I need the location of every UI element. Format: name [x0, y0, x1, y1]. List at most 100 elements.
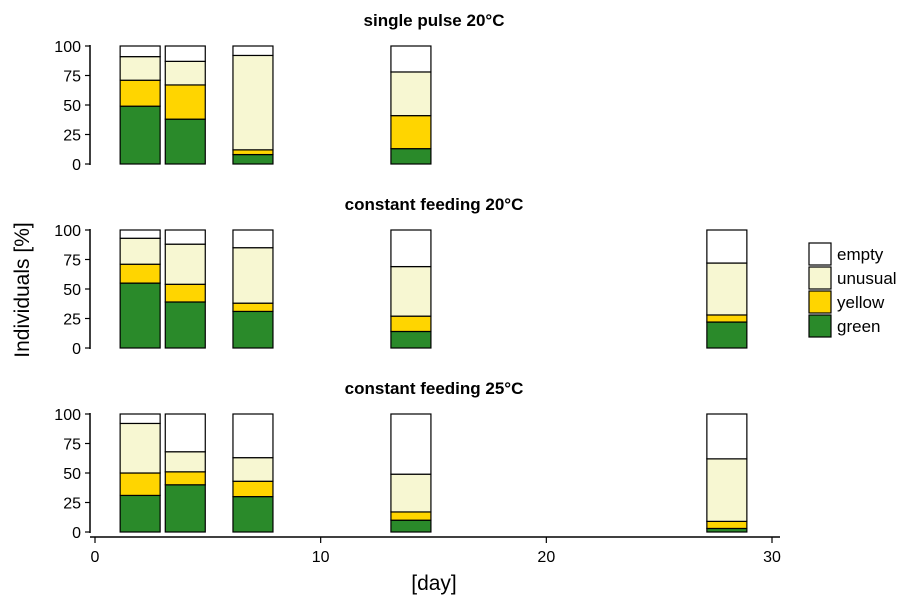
- bar-segment-unusual: [390, 71, 432, 117]
- legend-label: empty: [837, 245, 884, 264]
- bar-segment-green: [164, 118, 206, 165]
- bar-segment-unusual: [164, 243, 206, 285]
- bar-segment-unusual: [119, 422, 161, 474]
- bar-segment-unusual: [390, 473, 432, 513]
- bar-segment-unusual: [232, 54, 274, 151]
- panel: constant feeding 25°C 0 25 50 75 100: [54, 379, 748, 542]
- bar-segment-empty: [232, 45, 274, 57]
- legend-swatch: [808, 242, 832, 266]
- y-tick-label: 50: [63, 282, 81, 299]
- legend: empty unusual yellow green: [808, 242, 897, 338]
- bar-stack: [706, 413, 748, 533]
- x-tick-label: 10: [312, 549, 330, 566]
- x-tick-label: 0: [91, 549, 100, 566]
- legend-item-empty: empty: [808, 242, 884, 266]
- bar-segment-empty: [232, 229, 274, 249]
- bar-segment-green: [390, 519, 432, 533]
- y-tick-label: 100: [54, 39, 81, 56]
- bar-segment-unusual: [706, 458, 748, 522]
- bar-segment-green: [164, 301, 206, 349]
- bar-segment-empty: [390, 229, 432, 268]
- bar-segment-yellow: [164, 283, 206, 303]
- legend-label: yellow: [837, 293, 885, 312]
- bar-segment-empty: [119, 45, 161, 58]
- x-axis-label: [day]: [411, 572, 457, 595]
- bar-stack: [232, 413, 274, 533]
- legend-label: green: [837, 317, 880, 336]
- legend-item-unusual: unusual: [808, 266, 897, 290]
- bar-segment-green: [390, 330, 432, 349]
- y-tick-label: 50: [63, 98, 81, 115]
- legend-swatch: [808, 266, 832, 290]
- bar-segment-yellow: [706, 314, 748, 323]
- y-tick-label: 0: [72, 525, 81, 542]
- y-tick-label: 75: [63, 69, 81, 86]
- bar-stack: [119, 413, 161, 533]
- bar-stack: [164, 413, 206, 533]
- bar-segment-green: [119, 105, 161, 165]
- bar-stack: [232, 45, 274, 165]
- bar-segment-empty: [390, 45, 432, 73]
- bar-segment-green: [119, 494, 161, 533]
- bar-segment-green: [164, 484, 206, 533]
- bar-segment-yellow: [390, 115, 432, 150]
- legend-swatch: [808, 290, 832, 314]
- y-tick-label: 75: [63, 437, 81, 454]
- x-tick-label: 30: [763, 549, 781, 566]
- bar-segment-empty: [706, 229, 748, 264]
- bar-segment-green: [119, 282, 161, 349]
- bar-stack: [232, 229, 274, 349]
- y-tick-label: 25: [63, 312, 81, 329]
- bar-stack: [390, 413, 432, 533]
- panel: constant feeding 20°C 0 25 50 75 100: [54, 195, 748, 358]
- bar-segment-yellow: [119, 263, 161, 284]
- bar-stack: [390, 45, 432, 165]
- bar-stack: [164, 45, 206, 165]
- bar-segment-green: [706, 321, 748, 349]
- bar-segment-green: [232, 310, 274, 349]
- y-tick-label: 25: [63, 128, 81, 145]
- bar-stack: [706, 229, 748, 349]
- bar-segment-empty: [232, 413, 274, 459]
- y-tick-label: 0: [72, 341, 81, 358]
- x-axis: 0 10 20 30: [90, 536, 781, 566]
- bar-segment-yellow: [390, 511, 432, 521]
- bar-segment-yellow: [390, 315, 432, 333]
- y-tick-label: 50: [63, 466, 81, 483]
- bar-stack: [119, 229, 161, 349]
- legend-item-green: green: [808, 314, 880, 338]
- bar-segment-empty: [164, 229, 206, 245]
- bar-segment-yellow: [164, 84, 206, 120]
- panel: single pulse 20°C 0 25 50 75 100: [54, 11, 504, 174]
- y-tick-label: 100: [54, 407, 81, 424]
- bar-segment-unusual: [119, 56, 161, 81]
- bar-segment-yellow: [119, 472, 161, 497]
- bar-segment-unusual: [232, 247, 274, 304]
- bar-segment-unusual: [390, 265, 432, 317]
- bar-segment-empty: [164, 45, 206, 62]
- bar-segment-unusual: [164, 60, 206, 86]
- bar-segment-green: [232, 496, 274, 533]
- bar-segment-green: [390, 148, 432, 165]
- bar-segment-yellow: [232, 302, 274, 313]
- legend-swatch: [808, 314, 832, 338]
- bar-segment-yellow: [119, 79, 161, 107]
- panel-title: single pulse 20°C: [364, 11, 505, 30]
- panel-title: constant feeding 20°C: [345, 195, 524, 214]
- y-tick-label: 100: [54, 223, 81, 240]
- bar-segment-empty: [119, 413, 161, 425]
- y-axis-label: Individuals [%]: [11, 222, 34, 357]
- bar-segment-green: [232, 153, 274, 165]
- legend-item-yellow: yellow: [808, 290, 885, 314]
- legend-label: unusual: [837, 269, 897, 288]
- y-tick-label: 25: [63, 496, 81, 513]
- bar-segment-empty: [390, 413, 432, 475]
- y-tick-label: 0: [72, 157, 81, 174]
- bar-segment-unusual: [164, 451, 206, 473]
- bar-stack: [164, 229, 206, 349]
- panel-title: constant feeding 25°C: [345, 379, 524, 398]
- bar-segment-empty: [706, 413, 748, 460]
- bar-segment-unusual: [119, 237, 161, 265]
- bar-stack: [390, 229, 432, 349]
